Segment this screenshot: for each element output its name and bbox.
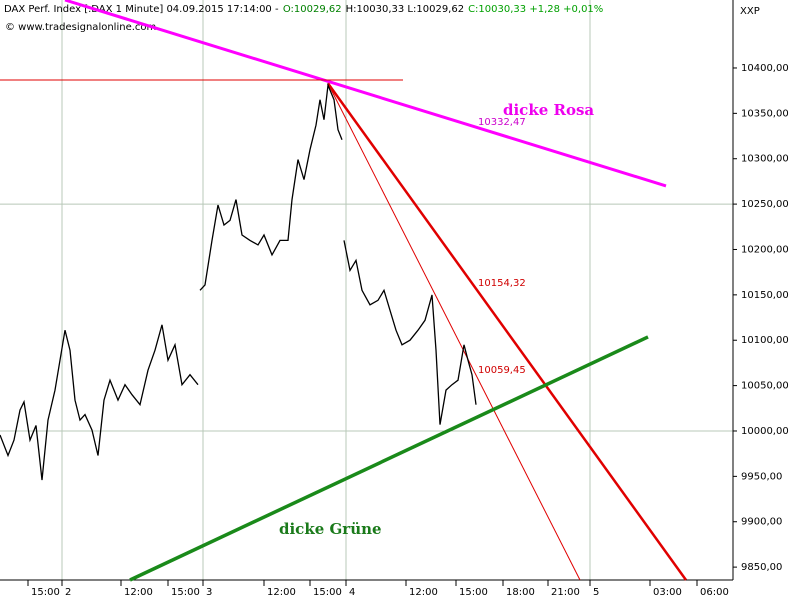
- x-tick-label: 18:00: [506, 587, 535, 598]
- x-tick-label: 15:00: [171, 587, 200, 598]
- header-part: C:10030,33 +1,28 +0,01%: [468, 4, 603, 15]
- x-tick-label: 2: [65, 587, 71, 598]
- y-tick-label: 10050,00: [741, 381, 789, 392]
- y-tick-label: 10400,00: [741, 63, 789, 74]
- x-tick-label: 15:00: [459, 587, 488, 598]
- x-tick-label: 21:00: [551, 587, 580, 598]
- x-tick-label: 15:00: [31, 587, 60, 598]
- y-tick-label: 10150,00: [741, 290, 789, 301]
- annotation: dicke Rosa: [503, 101, 594, 119]
- annotation: dicke Grüne: [279, 520, 382, 538]
- y-tick-label: 10300,00: [741, 154, 789, 165]
- trendline: [327, 83, 581, 581]
- x-tick-label: 06:00: [700, 587, 729, 598]
- header-part: H:10030,33 L:10029,62: [346, 4, 464, 15]
- y-tick-label: 10000,00: [741, 426, 789, 437]
- header: DAX Perf. Index [.DAX 1 Minute] 04.09.20…: [4, 4, 603, 15]
- y-tick-label: 9850,00: [741, 562, 782, 573]
- y-tick-label: 10250,00: [741, 199, 789, 210]
- price-line: [0, 82, 477, 481]
- header-part: DAX Perf. Index [.DAX 1 Minute] 04.09.20…: [4, 4, 279, 15]
- x-tick-label: 12:00: [409, 587, 438, 598]
- y-tick-label: 10350,00: [741, 108, 789, 119]
- trendline: [64, 0, 667, 188]
- x-tick-label: 03:00: [653, 587, 682, 598]
- trendline: [129, 335, 649, 582]
- axis-code: XXP: [740, 6, 760, 17]
- annotation: 10059,45: [478, 365, 526, 376]
- y-tick-label: 10200,00: [741, 244, 789, 255]
- y-tick-label: 10100,00: [741, 335, 789, 346]
- trendline: [326, 82, 688, 581]
- header-part: O:10029,62: [283, 4, 342, 15]
- x-tick-label: 12:00: [267, 587, 296, 598]
- y-tick-label: 9950,00: [741, 471, 782, 482]
- annotation: 10154,32: [478, 278, 526, 289]
- x-tick-label: 15:00: [313, 587, 342, 598]
- source: © www.tradesignalonline.com: [5, 22, 156, 33]
- x-tick-label: 5: [593, 587, 599, 598]
- x-tick-label: 3: [206, 587, 212, 598]
- annotation: 10332,47: [478, 117, 526, 128]
- x-tick-label: 4: [349, 587, 355, 598]
- y-tick-label: 9900,00: [741, 517, 782, 528]
- x-tick-label: 12:00: [124, 587, 153, 598]
